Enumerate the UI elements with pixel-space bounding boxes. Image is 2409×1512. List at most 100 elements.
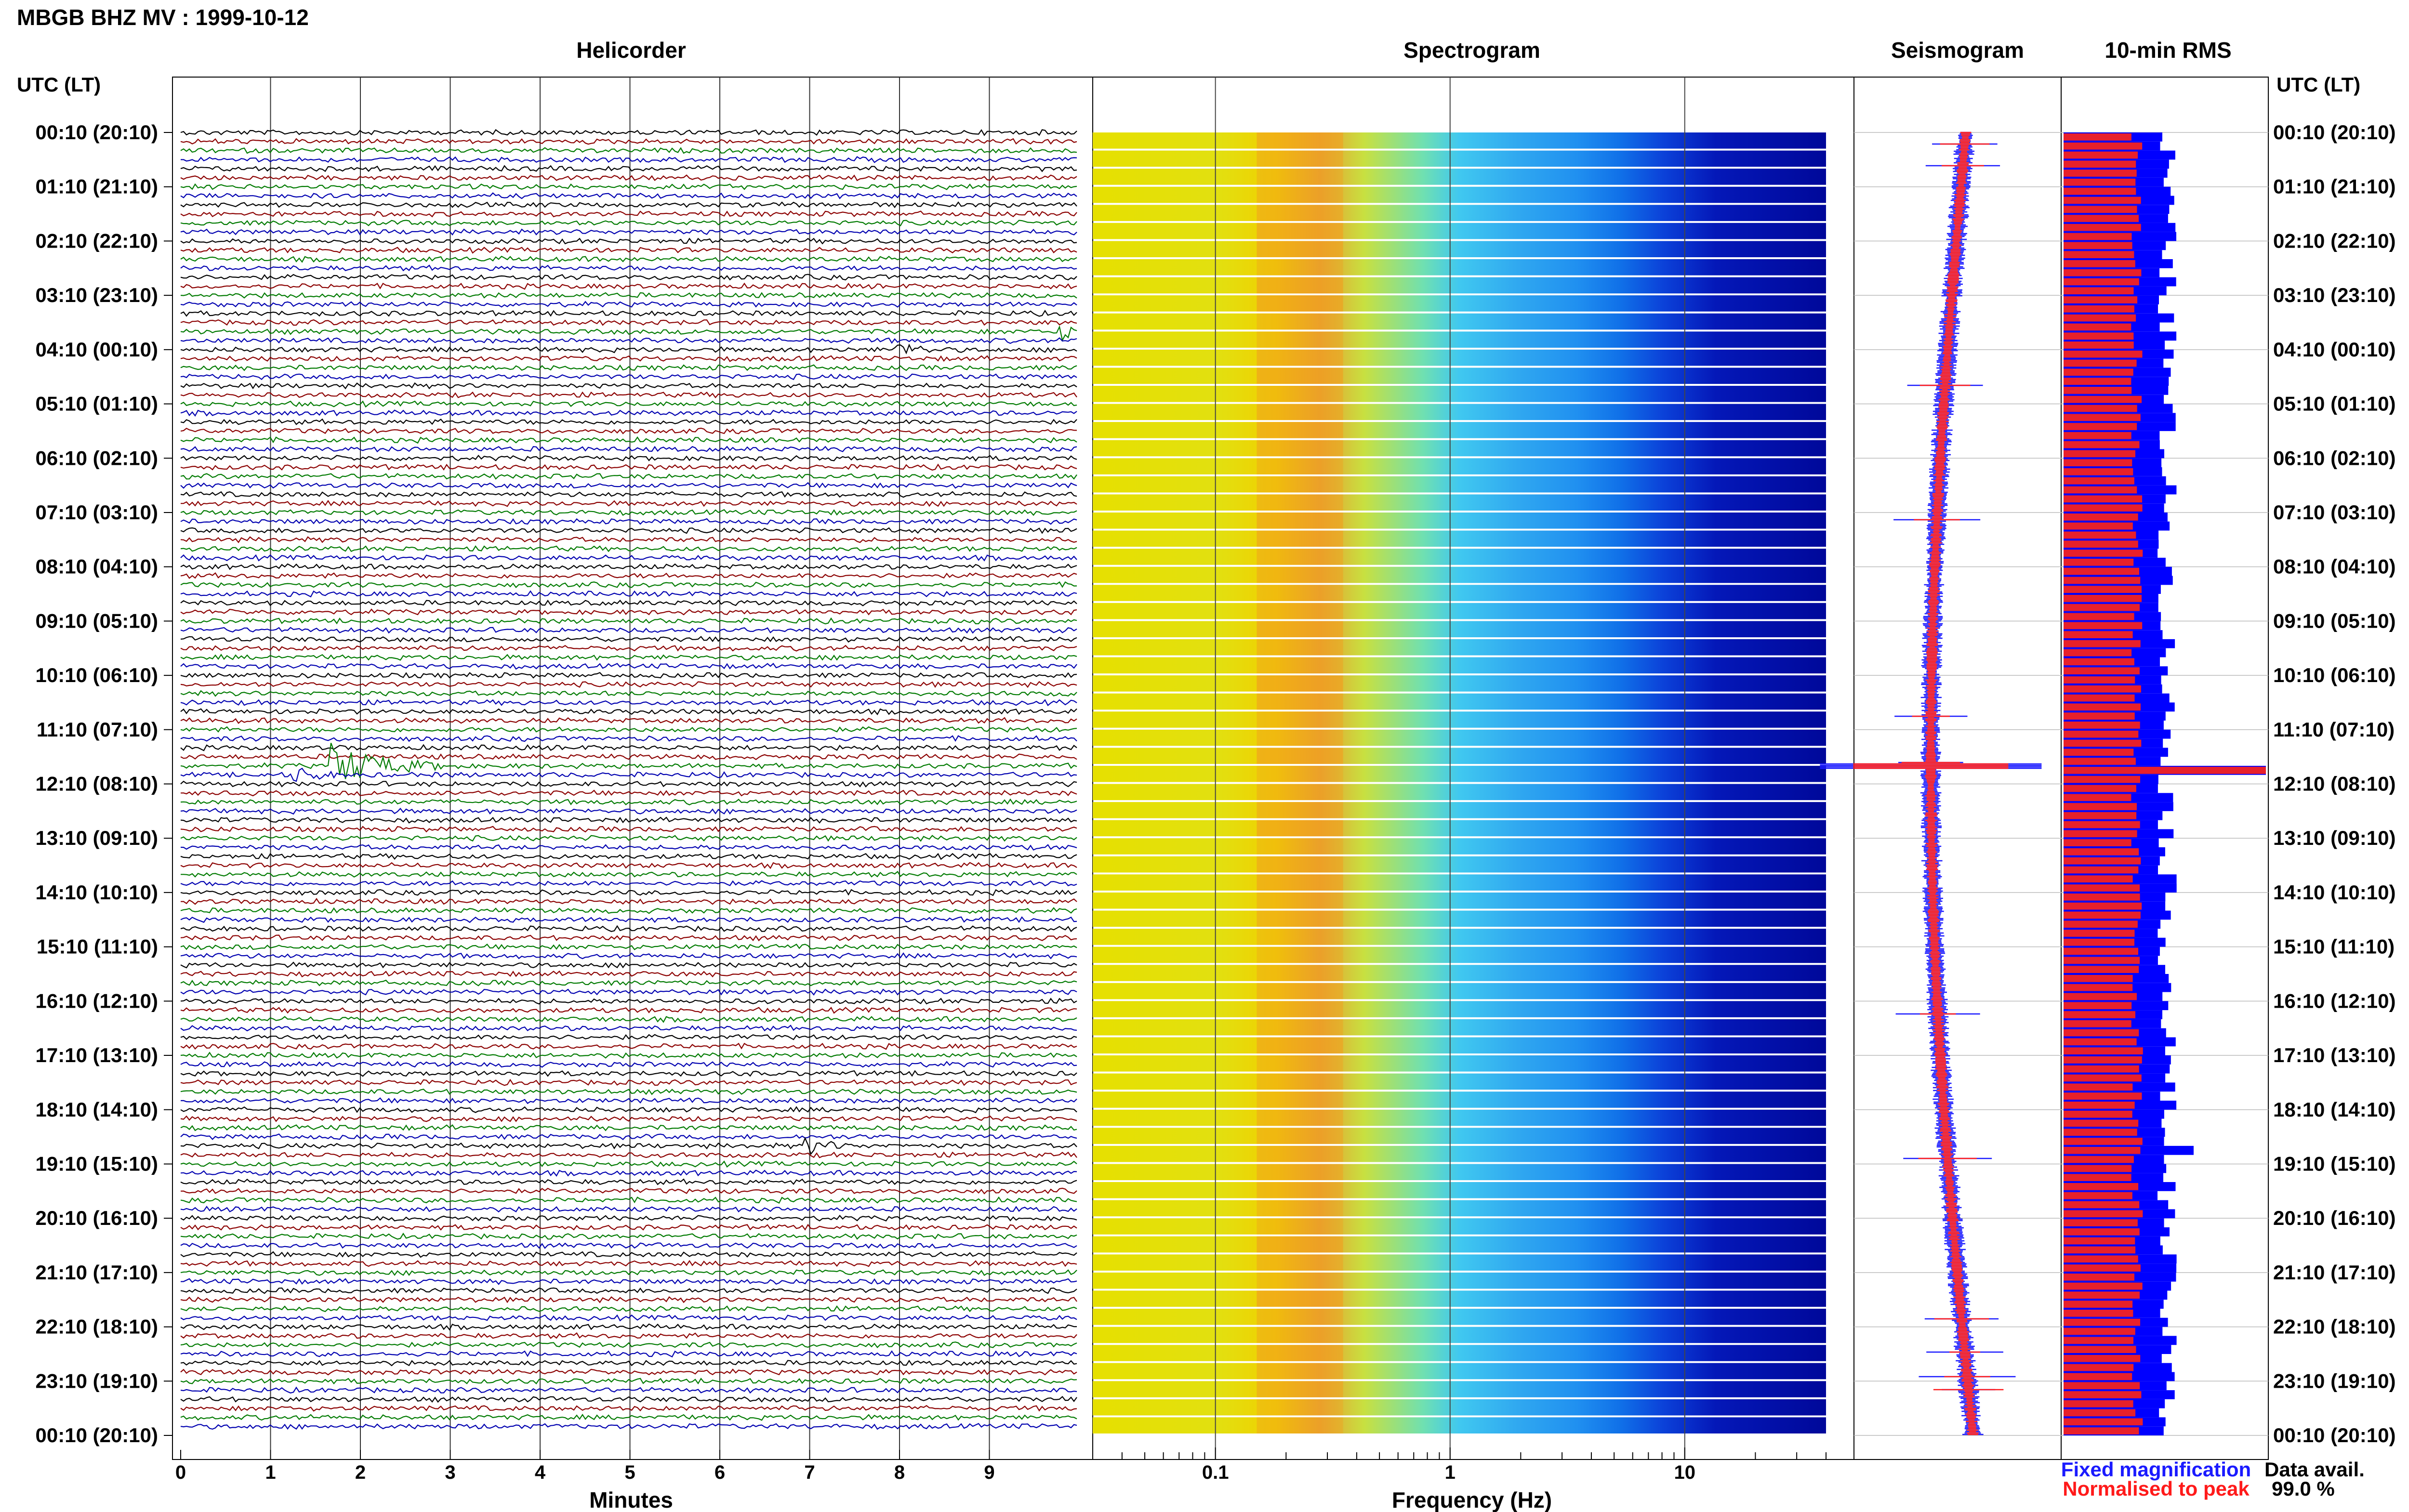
spectrogram-band (1093, 1001, 1826, 1017)
spectrogram-band (1093, 259, 1826, 276)
spectrogram-band (1093, 1327, 1826, 1343)
spectrogram-dominant-band (1257, 458, 1343, 474)
spectrogram-band (1093, 530, 1826, 547)
helicorder-trace (180, 880, 1077, 887)
rms-bar-normalised (2064, 577, 2141, 584)
spectrogram-dominant-band (1257, 657, 1343, 674)
helicorder-trace (180, 1178, 1077, 1185)
spectrogram-band (1093, 603, 1826, 619)
spectrogram-band (1093, 277, 1826, 294)
helicorder-trace (180, 952, 1077, 960)
helicorder-trace (180, 418, 1077, 425)
rms-title: 10-min RMS (2105, 38, 2231, 63)
spectrogram-dominant-band (1257, 1363, 1343, 1380)
frequency-ticks: 0.1 1 10 (1092, 1447, 1827, 1483)
spectrogram-band (1093, 892, 1826, 909)
helicorder-trace (180, 690, 1077, 697)
rms-bar-normalised (2064, 1318, 2140, 1326)
helicorder-trace (180, 654, 1077, 661)
spectrogram-band (1093, 295, 1826, 312)
rms-bar-normalised (2064, 776, 2140, 783)
spectrogram-dominant-band (1257, 1254, 1343, 1271)
rms-bar-normalised (2064, 1092, 2142, 1100)
helicorder-trace (180, 1368, 1077, 1376)
seismogram-title: Seismogram (1891, 38, 2024, 63)
rms-bar-normalised (2064, 242, 2132, 250)
rms-bar-normalised (2064, 522, 2133, 530)
helicorder-trace (180, 545, 1077, 552)
spectrogram-band (1093, 494, 1826, 511)
figure-title: MBGB BHZ MV : 1999-10-12 (17, 5, 309, 30)
spectrogram-dominant-band (1257, 349, 1343, 366)
rms-bar-normalised (2064, 151, 2138, 159)
spectrogram-dominant-band (1257, 711, 1343, 728)
helicorder-trace (180, 1070, 1077, 1077)
spectrogram-band (1093, 1128, 1826, 1144)
spectrogram-band (1093, 784, 1826, 801)
rms-bar-normalised (2064, 676, 2135, 684)
rms-bar-normalised (2064, 314, 2136, 322)
rms-bar-normalised (2064, 1418, 2143, 1426)
rms-bar-normalised (2064, 839, 2131, 846)
time-tick-label-right: 15:10 (11:10) (2273, 935, 2395, 958)
time-tick-label-right: 07:10 (03:10) (2273, 501, 2396, 524)
helicorder-trace (180, 735, 1077, 742)
rms-bar-normalised (2064, 378, 2131, 385)
time-tick-label-left: 17:10 (13:10) (36, 1044, 158, 1066)
minute-tick-label: 8 (894, 1462, 905, 1483)
rms-bar-normalised (2064, 1246, 2136, 1254)
time-tick-label-left: 04:10 (00:10) (36, 338, 158, 361)
spectrogram-dominant-band (1257, 295, 1343, 312)
spectrogram-dominant-band (1257, 1001, 1343, 1017)
rms-bar-normalised (2064, 1354, 2141, 1362)
rms-bar-normalised (2064, 947, 2138, 955)
spectrogram-band (1093, 1055, 1826, 1072)
helicorder-trace (180, 382, 1077, 390)
rms-bar-normalised (2064, 178, 2136, 186)
spectrogram-band (1093, 693, 1826, 710)
spectrogram-band (1093, 802, 1826, 818)
helicorder-trace (180, 247, 1077, 254)
rms-bar-normalised (2064, 766, 2266, 774)
helicorder-trace (180, 518, 1077, 525)
helicorder-trace (180, 943, 1077, 950)
helicorder-trace (180, 1314, 1077, 1322)
rms-bar-normalised (2064, 459, 2132, 467)
helicorder-trace (180, 1006, 1077, 1014)
spectrogram-dominant-band (1257, 186, 1343, 203)
rms-bar-normalised (2064, 848, 2139, 855)
rms-bar-normalised (2064, 1138, 2143, 1145)
spectrogram-bands (1093, 132, 1826, 1433)
time-tick-label-left: 10:10 (06:10) (36, 664, 158, 686)
helicorder-trace (180, 473, 1077, 480)
rms-bar-normalised (2064, 187, 2136, 195)
spectrogram-dominant-band (1257, 1327, 1343, 1343)
time-tick-label-right: 02:10 (22:10) (2273, 229, 2396, 252)
rms-bar-normalised (2064, 1011, 2135, 1018)
rms-bar-normalised (2064, 1310, 2133, 1317)
spectrogram-band (1093, 386, 1826, 402)
rms-bar-normalised (2064, 1146, 2141, 1154)
time-tick-label-right: 14:10 (10:10) (2273, 881, 2396, 904)
helicorder-trace (180, 998, 1077, 1005)
time-tick-label-right: 09:10 (05:10) (2273, 609, 2396, 632)
helicorder-trace (180, 708, 1077, 715)
time-tick-label-right: 03:10 (23:10) (2273, 284, 2396, 306)
helicorder-trace (180, 1378, 1077, 1385)
rms-bar-normalised (2064, 233, 2132, 240)
rms-bar-normalised (2064, 1237, 2135, 1245)
spectrogram-band (1093, 621, 1826, 637)
helicorder-trace (180, 147, 1077, 154)
helicorder-traces (180, 129, 1077, 1430)
rms-bar-normalised (2064, 722, 2140, 729)
helicorder-trace (180, 201, 1077, 209)
helicorder-trace (180, 1052, 1077, 1059)
time-tick-label-left: 11:10 (07:10) (37, 718, 158, 741)
helicorder-trace (180, 699, 1077, 707)
spectrogram-band (1093, 440, 1826, 457)
time-tick-label-right: 11:10 (07:10) (2273, 718, 2395, 741)
time-tick-label-left: 06:10 (02:10) (36, 447, 158, 469)
helicorder-trace (180, 1287, 1077, 1294)
helicorder-trace (180, 1097, 1077, 1104)
rms-bar-normalised (2064, 269, 2142, 276)
